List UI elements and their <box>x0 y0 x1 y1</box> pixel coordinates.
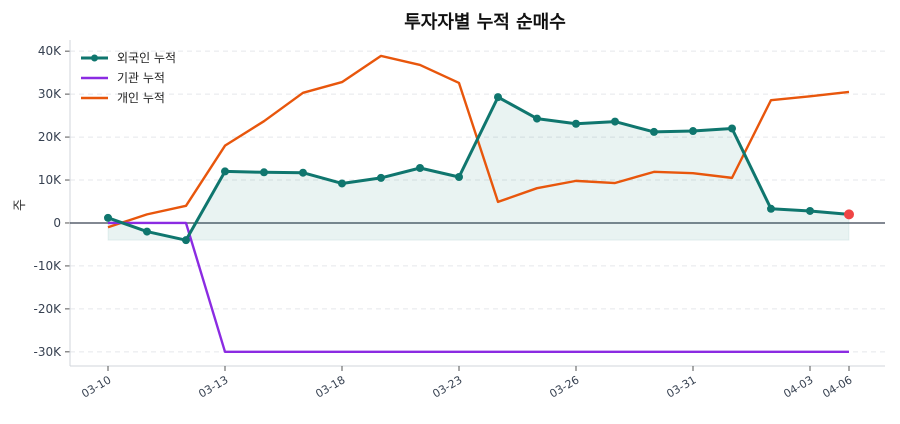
data-point <box>494 93 502 102</box>
data-point <box>299 168 307 177</box>
data-point <box>455 173 463 182</box>
x-tick-label: 03-26 <box>547 373 581 400</box>
x-tick-label: 04-06 <box>820 373 854 400</box>
legend-label: 외국인 누적 <box>117 51 176 65</box>
data-point <box>572 119 580 128</box>
y-tick-label: -30K <box>34 345 63 359</box>
x-tick-label: 03-10 <box>79 373 113 400</box>
data-point <box>338 179 346 188</box>
data-point <box>377 173 385 182</box>
data-point <box>260 168 268 177</box>
data-point <box>689 127 697 136</box>
last-point-marker <box>844 209 854 220</box>
data-point <box>650 127 658 136</box>
data-point <box>221 167 229 176</box>
y-tick-label: 0 <box>53 216 61 230</box>
data-point <box>767 204 775 213</box>
y-tick-label: 10K <box>38 173 62 187</box>
legend-label: 개인 누적 <box>117 91 165 105</box>
data-point <box>806 206 814 215</box>
y-tick-label: 20K <box>38 130 62 144</box>
legend-marker <box>91 54 98 62</box>
series-line-0 <box>107 95 850 242</box>
data-point <box>104 213 112 222</box>
y-tick-label: -10K <box>34 259 63 273</box>
legend-label: 기관 누적 <box>117 71 165 85</box>
y-axis-label: 주 <box>13 199 28 211</box>
y-tick-label: 40K <box>38 44 62 58</box>
series-line-2 <box>107 54 850 229</box>
chart-title: 투자자별 누적 순매수 <box>404 12 566 33</box>
series-line-1 <box>108 221 849 354</box>
x-tick-label: 03-18 <box>313 373 347 400</box>
y-tick-label: -20K <box>34 302 63 316</box>
x-tick-label: 04-03 <box>781 373 815 400</box>
x-tick-label: 03-31 <box>664 373 698 400</box>
y-tick-label: 30K <box>38 87 62 101</box>
data-point <box>533 114 541 123</box>
data-point <box>143 227 151 236</box>
data-point <box>728 124 736 133</box>
x-tick-label: 03-23 <box>430 373 464 400</box>
data-point <box>182 236 190 245</box>
data-point <box>416 163 424 172</box>
data-point <box>611 117 619 126</box>
x-tick-label: 03-13 <box>196 373 230 400</box>
